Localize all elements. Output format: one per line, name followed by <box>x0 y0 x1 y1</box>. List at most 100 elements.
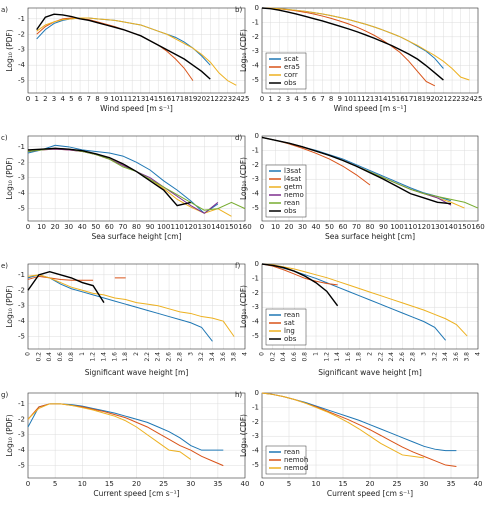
x-tick-label: 12 <box>128 95 137 103</box>
x-tick-label: 60 <box>339 223 348 231</box>
x-axis-label: Wind speed [m s⁻¹] <box>100 104 173 113</box>
legend-label: nemo <box>284 191 304 199</box>
x-tick-label: 30 <box>64 223 73 231</box>
y-tick-label: 0 <box>255 389 259 397</box>
y-tick-label: -1 <box>252 146 259 154</box>
x-axis-label: Sea surface height [cm] <box>325 232 415 241</box>
y-axis-label: Log₁₀ (PDF) <box>5 157 14 199</box>
y-tick-label: -4 <box>18 189 26 197</box>
y-tick-label: 0 <box>255 4 259 12</box>
y-tick-label: -4 <box>18 446 26 454</box>
panel-label: f) <box>235 262 240 270</box>
x-tick-label: 15 <box>154 95 163 103</box>
y-axis-label: Log₁₀ (PDF) <box>5 29 14 71</box>
y-axis-label: Log₁₀ (PDF) <box>5 414 14 456</box>
x-tick-label: 1 <box>34 95 38 103</box>
x-tick-label: 40 <box>474 480 483 488</box>
x-tick-label: 0 <box>26 95 30 103</box>
x-tick-label: 5 <box>287 480 291 488</box>
series-line <box>27 144 219 214</box>
y-tick-label: -3 <box>18 431 25 439</box>
x-tick-label: 15 <box>387 95 396 103</box>
x-tick-label: 25 <box>159 480 168 488</box>
y-tick-label: -3 <box>252 303 259 311</box>
x-tick-label: 24 <box>465 95 474 103</box>
x-tick-label: 16 <box>396 95 405 103</box>
series-line <box>27 147 191 207</box>
x-tick-label: 0.4 <box>46 352 53 362</box>
y-tick-label: -5 <box>18 205 25 213</box>
x-tick-label: 2.8 <box>176 352 183 362</box>
series-line <box>27 403 192 460</box>
x-tick-label: 110 <box>171 223 184 231</box>
x-tick-label: 25 <box>474 95 483 103</box>
x-tick-label: 0 <box>26 223 30 231</box>
x-tick-label: 0.2 <box>269 352 276 362</box>
y-tick-label: -5 <box>18 77 25 85</box>
series-line <box>27 148 219 214</box>
legend-box <box>265 164 307 218</box>
x-tick-label: 6 <box>78 95 83 103</box>
x-tick-label: 21 <box>206 95 215 103</box>
plot-frame <box>27 7 246 94</box>
x-tick-label: 1.6 <box>345 352 352 362</box>
y-tick-label: -4 <box>252 62 260 70</box>
x-tick-label: 17 <box>171 95 180 103</box>
x-tick-label: 4 <box>60 95 65 103</box>
series-line <box>27 403 224 451</box>
y-tick-label: -3 <box>252 47 259 55</box>
legend-label: scat <box>284 55 299 63</box>
plot-frame <box>261 7 479 94</box>
y-tick-label: -1 <box>18 400 25 408</box>
x-tick-label: 3.2 <box>431 352 438 362</box>
series-line <box>261 7 470 81</box>
panel-label: e) <box>1 262 8 270</box>
y-tick-label: -1 <box>18 271 25 279</box>
x-tick-label: 1 <box>268 95 272 103</box>
x-tick-label: 1.8 <box>122 352 129 362</box>
series-line <box>27 271 105 304</box>
x-tick-label: 16 <box>162 95 171 103</box>
y-tick-label: -5 <box>252 204 259 212</box>
x-tick-label: 2.6 <box>166 352 173 362</box>
y-tick-label: -3 <box>18 302 25 310</box>
y-tick-label: -3 <box>18 46 25 54</box>
x-tick-label: 2.2 <box>144 352 151 362</box>
x-tick-label: 4 <box>242 352 249 356</box>
x-tick-label: 7 <box>320 95 324 103</box>
x-tick-label: 0.8 <box>302 352 309 362</box>
series-line <box>36 13 211 80</box>
y-tick-label: -5 <box>18 333 25 341</box>
series-line <box>261 263 338 286</box>
x-tick-label: 0.6 <box>291 352 298 362</box>
panel-label: h) <box>235 391 242 399</box>
x-tick-label: 50 <box>325 223 334 231</box>
x-tick-label: 90 <box>146 223 155 231</box>
y-tick-label: -4 <box>252 190 260 198</box>
x-tick-label: 2.2 <box>377 352 384 362</box>
x-tick-label: 1.6 <box>111 352 118 362</box>
legend-label: rean <box>284 448 300 456</box>
panel-label: b) <box>235 6 242 14</box>
x-tick-label: 22 <box>214 95 223 103</box>
x-axis-label: Current speed [cm s⁻¹] <box>327 489 413 498</box>
y-axis-label: Log₁₀ (PDF) <box>5 285 14 327</box>
x-axis-label: Wind speed [m s⁻¹] <box>334 104 407 113</box>
x-tick-label: 21 <box>439 95 448 103</box>
x-tick-label: 0 <box>260 95 264 103</box>
x-tick-label: 70 <box>118 223 127 231</box>
x-tick-label: 5 <box>69 95 73 103</box>
x-tick-label: 3 <box>286 95 290 103</box>
x-tick-label: 3.8 <box>231 352 238 362</box>
panel-label: c) <box>1 134 8 142</box>
x-tick-label: 2.6 <box>399 352 406 362</box>
x-tick-label: 0.6 <box>57 352 64 362</box>
x-tick-label: 70 <box>352 223 361 231</box>
x-tick-label: 2.4 <box>155 352 162 362</box>
x-tick-label: 25 <box>393 480 402 488</box>
series-line <box>27 147 232 217</box>
x-tick-label: 80 <box>366 223 375 231</box>
x-tick-label: 24 <box>232 95 241 103</box>
x-tick-label: 20 <box>51 223 60 231</box>
